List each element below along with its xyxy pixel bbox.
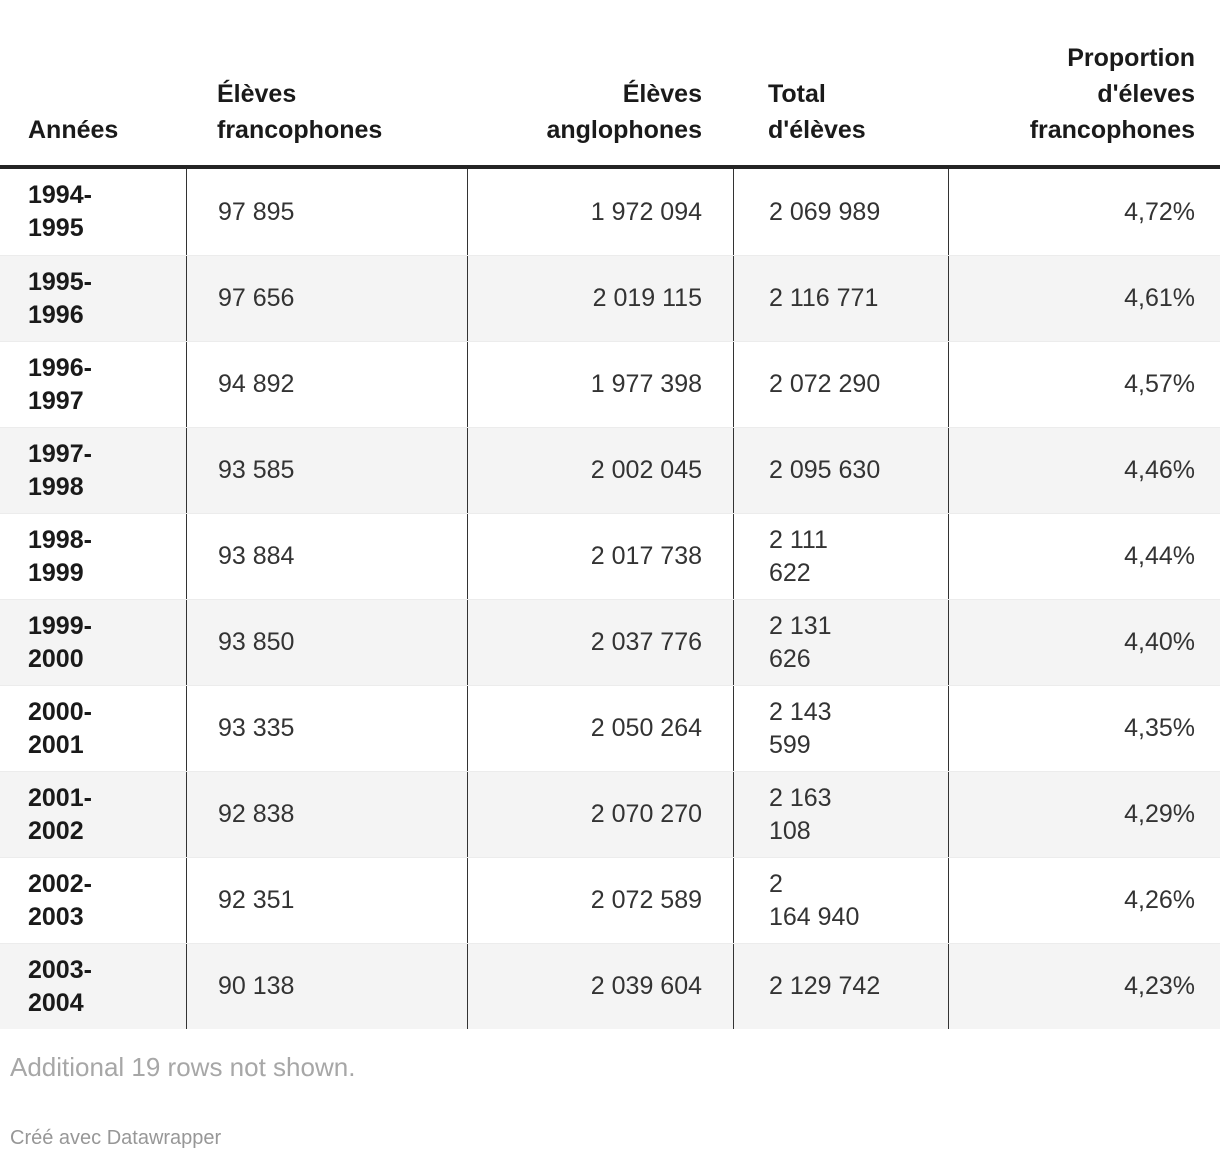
year-cell: 2003- 2004 — [28, 955, 92, 1017]
column-header-francophones: Élèves francophones — [217, 80, 383, 144]
rows-not-shown-note: Additional 19 rows not shown. — [10, 1052, 356, 1082]
table-row: 2001- 2002 92 838 2 070 270 2 163 108 4,… — [0, 771, 1220, 857]
total-cell: 2 095 630 — [733, 428, 948, 513]
table-row: 2000- 2001 93 335 2 050 264 2 143 599 4,… — [0, 685, 1220, 771]
total-cell: 2 164 940 — [733, 858, 948, 943]
column-header-total: Total d'élèves — [768, 80, 866, 144]
anglophones-cell: 1 977 398 — [467, 342, 733, 427]
proportion-cell: 4,23% — [948, 944, 1220, 1029]
francophones-cell: 93 884 — [186, 514, 467, 599]
total-cell: 2 143 599 — [733, 686, 948, 771]
anglophones-cell: 2 037 776 — [467, 600, 733, 685]
anglophones-cell: 1 972 094 — [467, 169, 733, 255]
proportion-cell: 4,29% — [948, 772, 1220, 857]
total-cell: 2 116 771 — [733, 256, 948, 341]
year-cell: 1996- 1997 — [28, 353, 92, 415]
anglophones-cell: 2 017 738 — [467, 514, 733, 599]
year-cell: 1995- 1996 — [28, 267, 92, 329]
year-cell: 2000- 2001 — [28, 697, 92, 759]
total-cell: 2 163 108 — [733, 772, 948, 857]
francophones-cell: 92 351 — [186, 858, 467, 943]
year-cell: 1997- 1998 — [28, 439, 92, 501]
anglophones-cell: 2 039 604 — [467, 944, 733, 1029]
year-cell: 1999- 2000 — [28, 611, 92, 673]
total-cell: 2 069 989 — [733, 169, 948, 255]
table-row: 1996- 1997 94 892 1 977 398 2 072 290 4,… — [0, 341, 1220, 427]
anglophones-cell: 2 019 115 — [467, 256, 733, 341]
table-row: 1997- 1998 93 585 2 002 045 2 095 630 4,… — [0, 427, 1220, 513]
table-row: 1998- 1999 93 884 2 017 738 2 111 622 4,… — [0, 513, 1220, 599]
year-cell: 1998- 1999 — [28, 525, 92, 587]
anglophones-cell: 2 050 264 — [467, 686, 733, 771]
proportion-cell: 4,26% — [948, 858, 1220, 943]
francophones-cell: 90 138 — [186, 944, 467, 1029]
proportion-cell: 4,40% — [948, 600, 1220, 685]
proportion-cell: 4,61% — [948, 256, 1220, 341]
proportion-cell: 4,44% — [948, 514, 1220, 599]
column-header-annees: Années — [28, 116, 119, 144]
francophones-cell: 93 850 — [186, 600, 467, 685]
anglophones-cell: 2 072 589 — [467, 858, 733, 943]
francophones-cell: 93 335 — [186, 686, 467, 771]
table-header-row: Années Élèves francophones Élèves anglop… — [0, 0, 1220, 169]
table-row: 1995- 1996 97 656 2 019 115 2 116 771 4,… — [0, 255, 1220, 341]
year-cell: 1994- 1995 — [28, 181, 92, 242]
francophones-cell: 93 585 — [186, 428, 467, 513]
francophones-cell: 97 656 — [186, 256, 467, 341]
year-cell: 2001- 2002 — [28, 783, 92, 845]
total-cell: 2 111 622 — [733, 514, 948, 599]
francophones-cell: 94 892 — [186, 342, 467, 427]
proportion-cell: 4,46% — [948, 428, 1220, 513]
francophones-cell: 97 895 — [186, 169, 467, 255]
datawrapper-credit-link[interactable]: Créé avec Datawrapper — [10, 1127, 222, 1149]
column-header-proportion: Proportion d'éleves francophones — [1029, 44, 1195, 144]
proportion-cell: 4,57% — [948, 342, 1220, 427]
total-cell: 2 129 742 — [733, 944, 948, 1029]
total-cell: 2 072 290 — [733, 342, 948, 427]
proportion-cell: 4,35% — [948, 686, 1220, 771]
table-row: 1994- 1995 97 895 1 972 094 2 069 989 4,… — [0, 169, 1220, 255]
year-cell: 2002- 2003 — [28, 869, 92, 931]
anglophones-cell: 2 002 045 — [467, 428, 733, 513]
francophones-cell: 92 838 — [186, 772, 467, 857]
anglophones-cell: 2 070 270 — [467, 772, 733, 857]
column-header-anglophones: Élèves anglophones — [546, 80, 702, 144]
table-row: 1999- 2000 93 850 2 037 776 2 131 626 4,… — [0, 599, 1220, 685]
proportion-cell: 4,72% — [948, 169, 1220, 255]
table-row: 2003- 2004 90 138 2 039 604 2 129 742 4,… — [0, 943, 1220, 1029]
total-cell: 2 131 626 — [733, 600, 948, 685]
table-row: 2002- 2003 92 351 2 072 589 2 164 940 4,… — [0, 857, 1220, 943]
